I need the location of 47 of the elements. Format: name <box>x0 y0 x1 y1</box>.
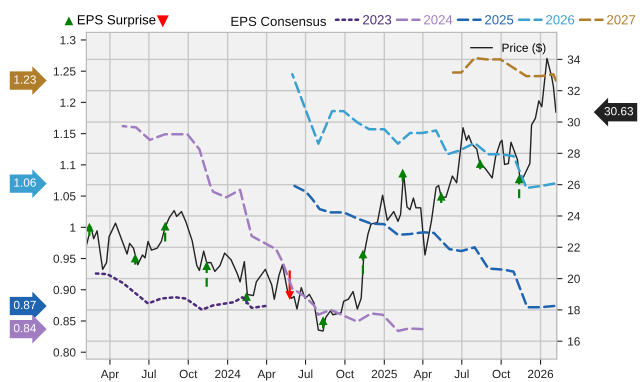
x-tick-label: Oct <box>492 370 510 378</box>
x-tick-label: Jul <box>142 369 156 378</box>
y-tick-label: 1.05 <box>54 192 76 200</box>
y-tick-label: 1.3 <box>60 36 76 44</box>
text: 1.23 <box>14 75 36 84</box>
y2-tick-label: 28 <box>568 149 580 158</box>
legend-label: 2025 <box>485 15 514 24</box>
x-tick-label: 2025 <box>372 370 397 378</box>
x-tick-label: Apr <box>257 370 276 380</box>
legend-label: 2026 <box>546 15 574 24</box>
y2-tick-label: 16 <box>568 337 580 346</box>
y-tick-label: 0.95 <box>53 254 76 263</box>
x-tick-label: 2026 <box>528 370 554 378</box>
y2-tick-label: 24 <box>568 212 580 220</box>
y2-tick-label: 18 <box>568 306 580 314</box>
x-tick-label: 2024 <box>215 370 240 378</box>
x-tick-label: Apr <box>414 370 432 380</box>
text: 1.06 <box>14 178 36 187</box>
text: 30.63 <box>604 106 634 116</box>
x-tick-label: Oct <box>180 370 198 378</box>
y-tick-label: 1.1 <box>60 161 76 170</box>
legend-label: Price ($) <box>502 43 546 54</box>
y2-tick-label: 34 <box>568 55 580 64</box>
y-tick-label: 0.90 <box>53 286 76 294</box>
legend-label: 2027 <box>607 15 636 24</box>
y-tick-label: 0.80 <box>53 348 76 357</box>
y-tick-label: 1.25 <box>54 67 76 76</box>
legend-label: 2024 <box>424 15 452 24</box>
legend-title: EPS Consensus <box>231 16 326 26</box>
y2-tick-label: 30 <box>568 118 580 126</box>
y2-tick-label: 32 <box>568 86 580 96</box>
y-tick-label: 0.85 <box>53 317 76 326</box>
y-tick-label: 1.15 <box>54 130 76 138</box>
y-tick-label: 1.2 <box>60 98 76 107</box>
y2-tick-label: 26 <box>568 180 580 190</box>
y2-tick-label: 22 <box>568 243 580 252</box>
y2-tick-label: 20 <box>568 274 580 283</box>
x-tick-label: Apr <box>100 370 119 380</box>
legend-label: 2023 <box>363 15 392 24</box>
text: 0.87 <box>14 300 36 310</box>
x-tick-label: Jul <box>298 369 312 378</box>
text: 0.84 <box>14 324 36 332</box>
point <box>160 222 170 231</box>
x-tick-label: Oct <box>336 370 354 378</box>
y-tick-label: 1 <box>70 223 76 232</box>
legend-label: EPS Surprise <box>78 14 156 28</box>
x-tick-label: Jul <box>454 369 469 378</box>
